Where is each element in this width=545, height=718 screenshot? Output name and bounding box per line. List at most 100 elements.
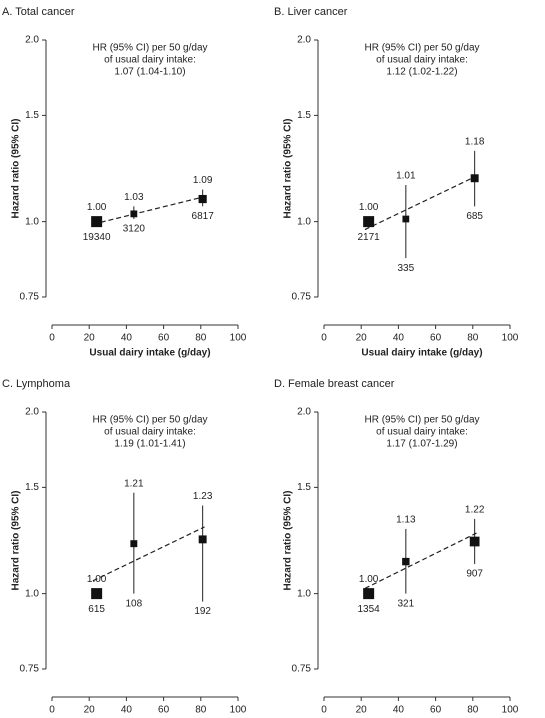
hr-label: 1.01 <box>396 171 416 182</box>
point <box>469 536 480 547</box>
y-tick-label: 0.75 <box>20 292 40 303</box>
x-tick-label: 0 <box>321 333 327 344</box>
annotation: HR (95% CI) per 50 g/day <box>364 415 479 426</box>
panel-title: B. Liver cancer <box>274 6 348 18</box>
annotation: of usual dairy intake: <box>376 55 468 66</box>
x-tick-label: 60 <box>158 333 170 344</box>
y-tick-label: 1.0 <box>297 216 311 227</box>
x-tick-label: 80 <box>195 333 207 344</box>
count-label: 321 <box>397 598 414 609</box>
x-axis-title: Usual dairy intake (g/day) <box>89 348 210 359</box>
point <box>402 557 410 566</box>
panel: A. Total cancer HR (95% CI) per 50 g/dayo… <box>2 6 247 359</box>
count-label: 108 <box>125 598 142 609</box>
y-tick-label: 0.75 <box>20 664 40 675</box>
point <box>91 588 103 600</box>
y-axis-title: Hazard ratio (95% CI) <box>283 118 294 218</box>
point <box>363 216 375 228</box>
x-tick-label: 20 <box>84 333 96 344</box>
y-axis-title: Hazard ratio (95% CI) <box>11 118 22 218</box>
count-label: 907 <box>466 569 483 580</box>
hr-label: 1.22 <box>465 505 485 516</box>
hr-label: 1.03 <box>124 192 144 203</box>
annotation: 1.19 (1.01-1.41) <box>114 439 185 450</box>
count-label: 6817 <box>192 211 215 222</box>
x-tick-label: 60 <box>430 705 442 716</box>
x-tick-label: 80 <box>467 705 479 716</box>
x-tick-label: 0 <box>321 705 327 716</box>
y-axis-title: Hazard ratio (95% CI) <box>283 490 294 590</box>
x-tick-label: 80 <box>195 705 207 716</box>
x-tick-label: 20 <box>84 705 96 716</box>
hr-label: 1.23 <box>193 491 213 502</box>
x-tick-label: 40 <box>393 705 405 716</box>
x-tick-label: 40 <box>393 333 405 344</box>
trend-line <box>364 175 477 231</box>
count-label: 685 <box>466 211 483 222</box>
annotation: 1.07 (1.04-1.10) <box>114 67 185 78</box>
panel: B. Liver cancer HR (95% CI) per 50 g/dayo… <box>274 6 519 359</box>
hr-label: 1.09 <box>193 175 213 186</box>
y-tick-label: 1.5 <box>297 110 311 121</box>
point <box>470 174 479 183</box>
annotation: HR (95% CI) per 50 g/day <box>92 415 207 426</box>
y-tick-label: 0.75 <box>292 292 312 303</box>
x-tick-label: 60 <box>430 333 442 344</box>
annotation: HR (95% CI) per 50 g/day <box>92 43 207 54</box>
annotation: of usual dairy intake: <box>376 427 468 438</box>
y-tick-label: 0.75 <box>292 664 312 675</box>
trend-line <box>364 532 477 589</box>
panel: D. Female breast cancer HR (95% CI) per 5… <box>274 378 519 716</box>
y-tick-label: 2.0 <box>297 407 311 418</box>
y-tick-label: 2.0 <box>297 35 311 46</box>
annotation: 1.17 (1.07-1.29) <box>386 439 457 450</box>
x-tick-label: 20 <box>356 333 368 344</box>
point <box>198 535 207 544</box>
y-tick-label: 1.0 <box>297 588 311 599</box>
x-tick-label: 100 <box>502 705 519 716</box>
count-label: 615 <box>88 604 105 615</box>
annotation: 1.12 (1.02-1.22) <box>386 67 457 78</box>
annotation: of usual dairy intake: <box>104 427 196 438</box>
annotation: HR (95% CI) per 50 g/day <box>364 43 479 54</box>
point <box>402 215 410 223</box>
panel-title: C. Lymphoma <box>2 378 71 390</box>
point <box>91 216 103 228</box>
hr-label: 1.00 <box>359 202 379 213</box>
x-axis-title: Usual dairy intake (g/day) <box>361 348 482 359</box>
y-tick-label: 1.5 <box>25 110 39 121</box>
x-tick-label: 20 <box>356 705 368 716</box>
count-label: 3120 <box>123 224 146 235</box>
count-label: 19340 <box>83 232 111 243</box>
annotation: of usual dairy intake: <box>104 55 196 66</box>
hr-label: 1.00 <box>87 574 107 585</box>
y-axis-title: Hazard ratio (95% CI) <box>11 490 22 590</box>
point <box>198 194 207 204</box>
trend-line <box>92 196 205 225</box>
x-tick-label: 100 <box>230 705 247 716</box>
trend-line <box>92 526 205 582</box>
y-tick-label: 1.5 <box>297 482 311 493</box>
point <box>130 540 138 548</box>
x-tick-label: 80 <box>467 333 479 344</box>
x-tick-label: 0 <box>49 705 55 716</box>
x-tick-label: 0 <box>49 333 55 344</box>
hr-label: 1.00 <box>87 202 107 213</box>
x-tick-label: 40 <box>121 705 133 716</box>
x-tick-label: 60 <box>158 705 170 716</box>
y-tick-label: 2.0 <box>25 407 39 418</box>
panel-title: A. Total cancer <box>2 6 75 18</box>
panel-title: D. Female breast cancer <box>274 378 395 390</box>
hr-label: 1.21 <box>124 478 144 489</box>
y-tick-label: 1.0 <box>25 588 39 599</box>
x-tick-label: 100 <box>502 333 519 344</box>
x-tick-label: 100 <box>230 333 247 344</box>
point <box>363 588 375 600</box>
y-tick-label: 2.0 <box>25 35 39 46</box>
count-label: 335 <box>397 263 414 274</box>
count-label: 2171 <box>358 232 381 243</box>
hr-label: 1.18 <box>465 137 485 148</box>
